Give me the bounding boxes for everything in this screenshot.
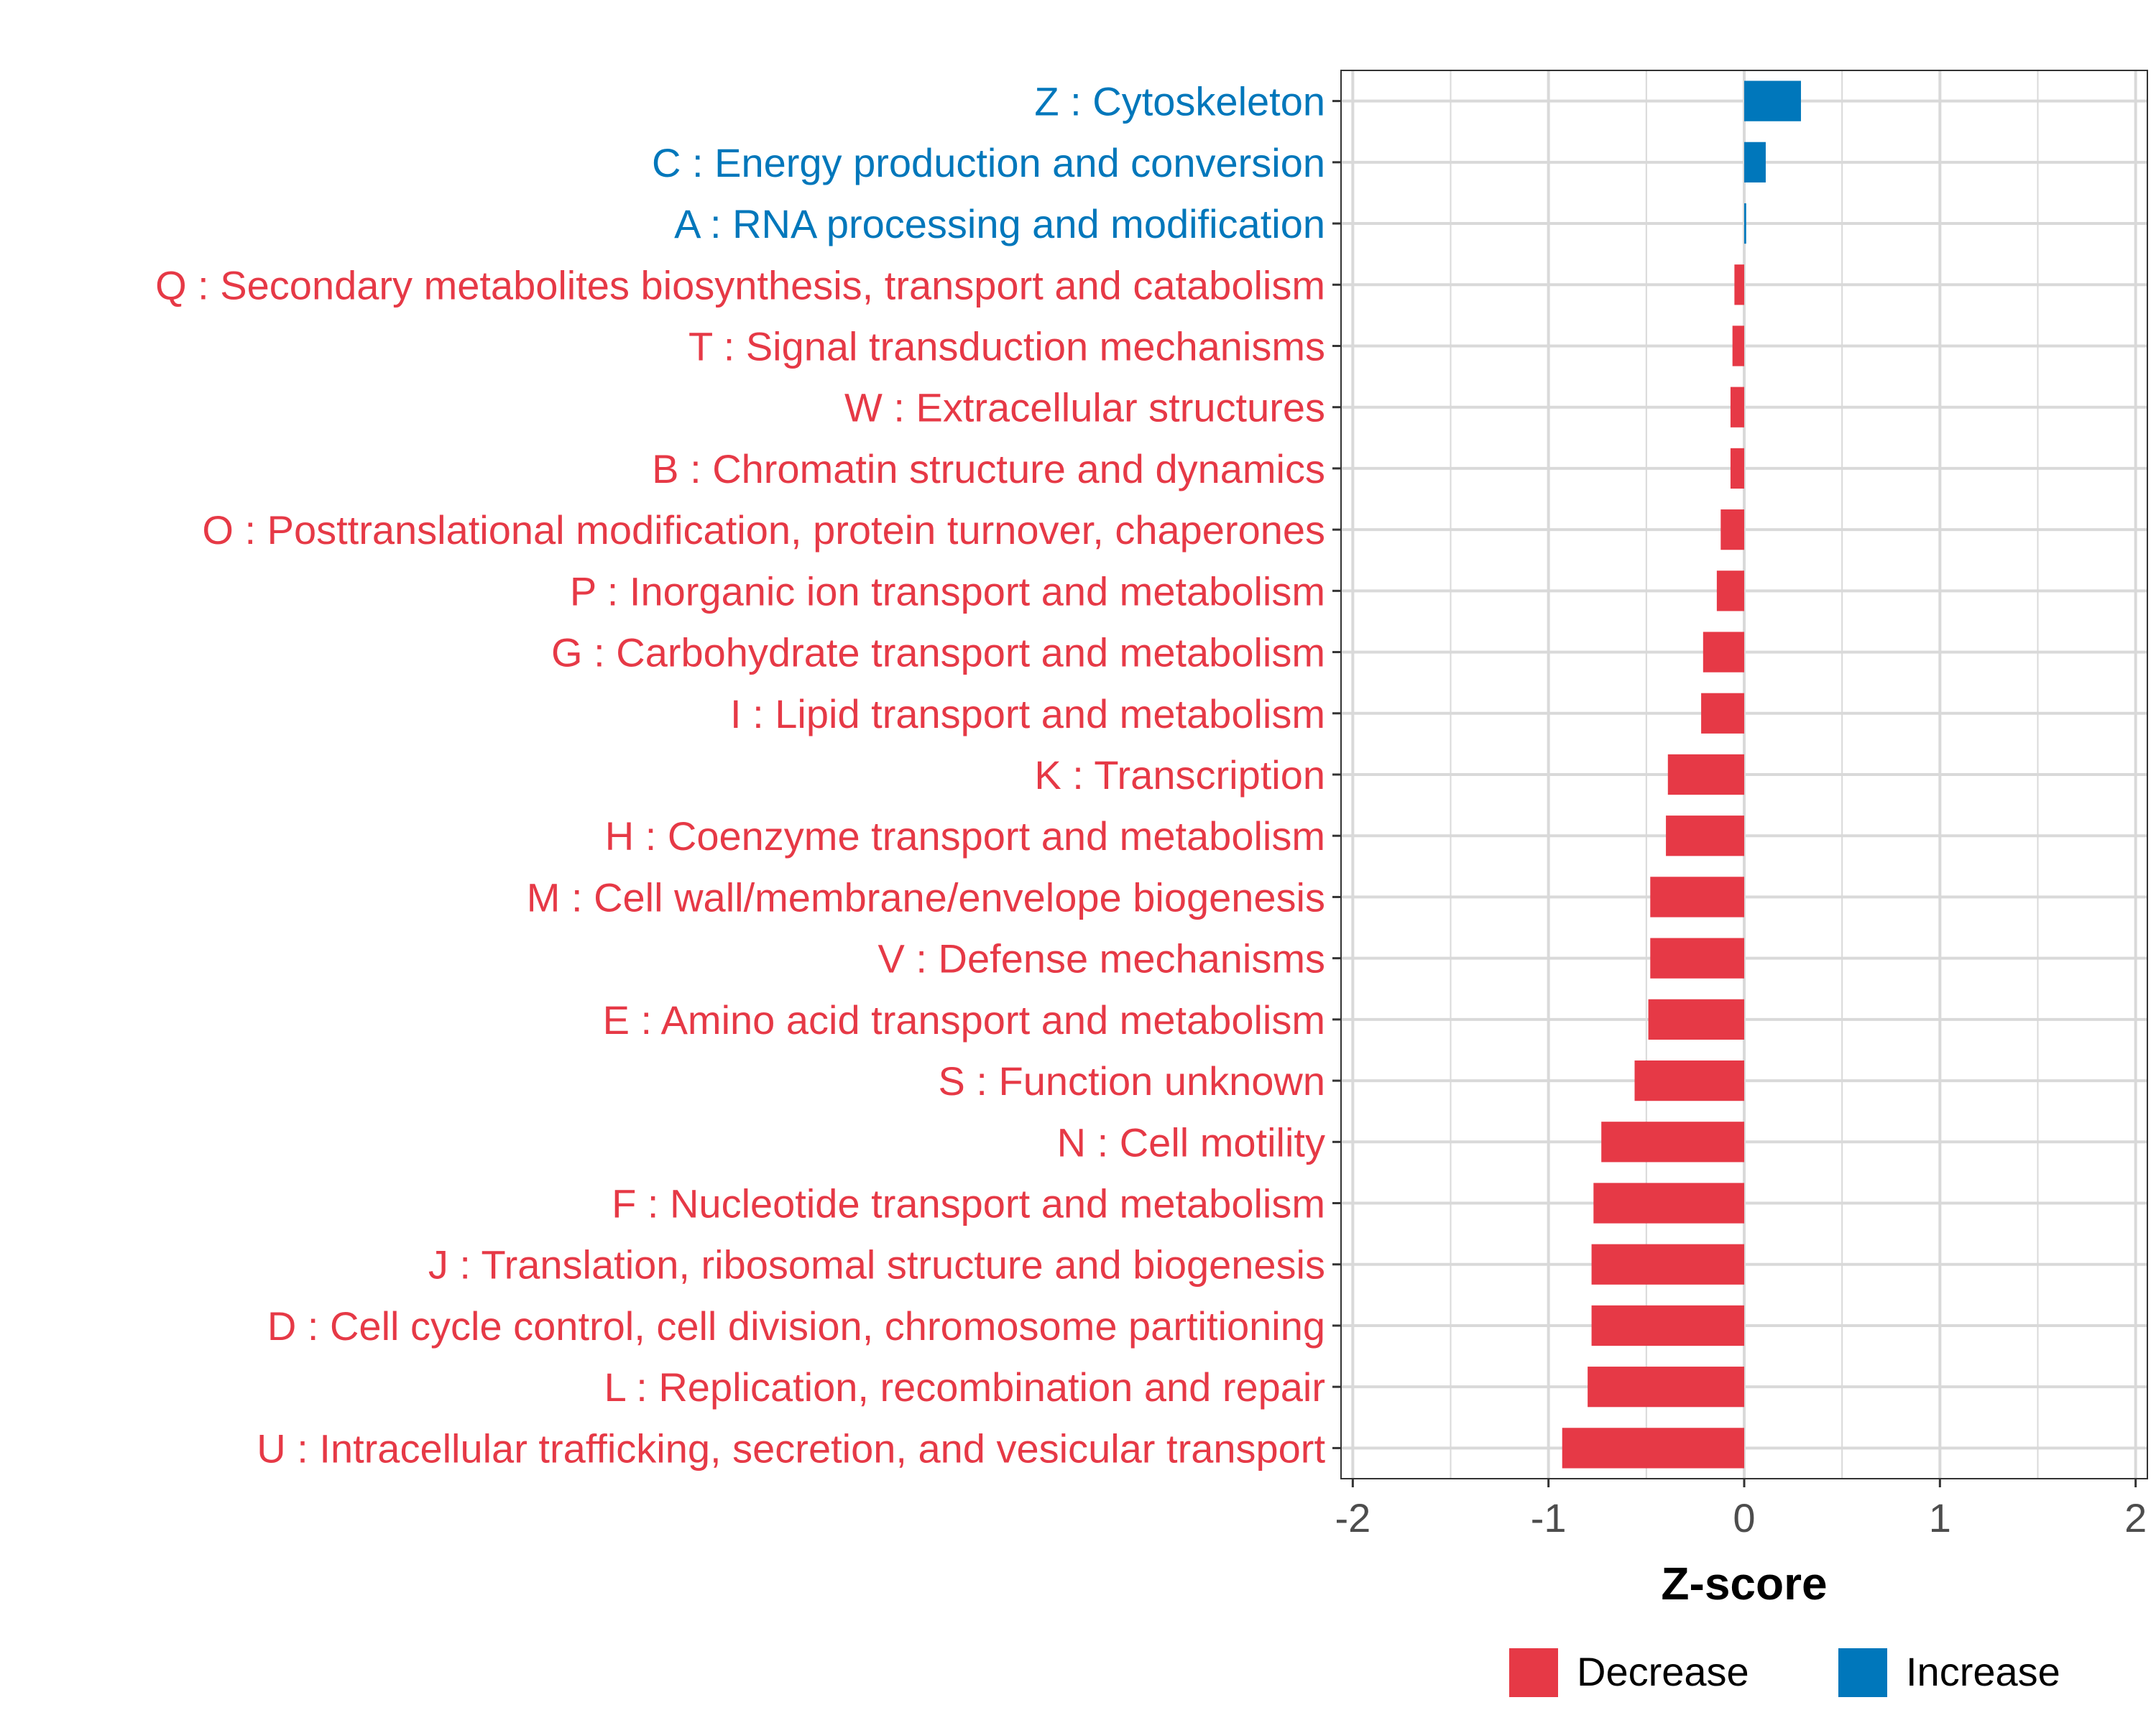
x-tick-label: 1 (1929, 1495, 1951, 1540)
bar (1666, 816, 1744, 856)
y-tick-label: L : Replication, recombination and repai… (604, 1364, 1325, 1410)
y-tick-label: H : Coenzyme transport and metabolism (605, 813, 1325, 859)
legend-label-increase: Increase (1906, 1649, 2060, 1694)
y-tick-label: S : Function unknown (938, 1058, 1325, 1104)
bar (1720, 509, 1744, 550)
bar (1591, 1244, 1744, 1285)
bar (1593, 1183, 1744, 1224)
y-tick-label: V : Defense mechanisms (878, 936, 1325, 981)
bar (1732, 325, 1744, 366)
legend-label-decrease: Decrease (1577, 1649, 1749, 1694)
y-tick-label: K : Transcription (1034, 752, 1325, 798)
bar (1703, 632, 1744, 673)
x-axis-title: Z-score (1661, 1558, 1827, 1609)
legend: Decrease Increase (1509, 1648, 2060, 1697)
y-tick-label: U : Intracellular trafficking, secretion… (257, 1426, 1325, 1471)
x-tick-label: -2 (1335, 1495, 1370, 1540)
bar (1601, 1122, 1744, 1163)
x-tick-label: 0 (1733, 1495, 1755, 1540)
y-tick-label: I : Lipid transport and metabolism (730, 691, 1325, 736)
y-tick-label: C : Energy production and conversion (652, 140, 1325, 185)
bar (1634, 1060, 1744, 1101)
y-tick-label: Q : Secondary metabolites biosynthesis, … (155, 262, 1325, 308)
y-tick-label: A : RNA processing and modification (674, 201, 1325, 246)
y-tick-label: D : Cell cycle control, cell division, c… (267, 1303, 1325, 1349)
legend-key-decrease (1509, 1648, 1558, 1697)
y-tick-label: N : Cell motility (1057, 1119, 1325, 1165)
y-tick-label: G : Carbohydrate transport and metabolis… (551, 630, 1325, 675)
x-tick-label: 2 (2124, 1495, 2147, 1540)
y-tick-label: W : Extracellular structures (844, 385, 1325, 430)
bar (1744, 80, 1801, 121)
bar-layer (1562, 80, 1801, 1469)
bar (1744, 142, 1766, 182)
legend-key-increase (1838, 1648, 1887, 1697)
y-tick-label: M : Cell wall/membrane/envelope biogenes… (527, 874, 1325, 920)
bar (1716, 570, 1744, 611)
bar (1734, 264, 1744, 305)
y-tick-label: Z : Cytoskeleton (1034, 79, 1325, 124)
y-tick-label: J : Translation, ribosomal structure and… (428, 1242, 1325, 1288)
bar (1730, 387, 1744, 428)
bar (1650, 877, 1744, 918)
y-tick-label: O : Posttranslational modification, prot… (202, 507, 1325, 553)
axis-layer: Z : Cytoskeleton C : Energy production an… (155, 79, 2147, 1540)
x-tick-label: -1 (1531, 1495, 1567, 1540)
bar (1730, 448, 1744, 489)
y-tick-label: E : Amino acid transport and metabolism (603, 997, 1325, 1043)
bar (1588, 1367, 1744, 1408)
bar (1667, 754, 1744, 795)
y-tick-label: P : Inorganic ion transport and metaboli… (570, 568, 1325, 614)
bar (1701, 693, 1744, 734)
bar (1562, 1428, 1744, 1469)
y-tick-label: T : Signal transduction mechanisms (688, 323, 1325, 369)
bar (1648, 999, 1744, 1040)
bar (1650, 938, 1744, 979)
bar (1744, 203, 1746, 244)
bar (1591, 1305, 1744, 1346)
y-tick-label: F : Nucleotide transport and metabolism (612, 1181, 1325, 1226)
y-tick-label: B : Chromatin structure and dynamics (652, 446, 1325, 491)
